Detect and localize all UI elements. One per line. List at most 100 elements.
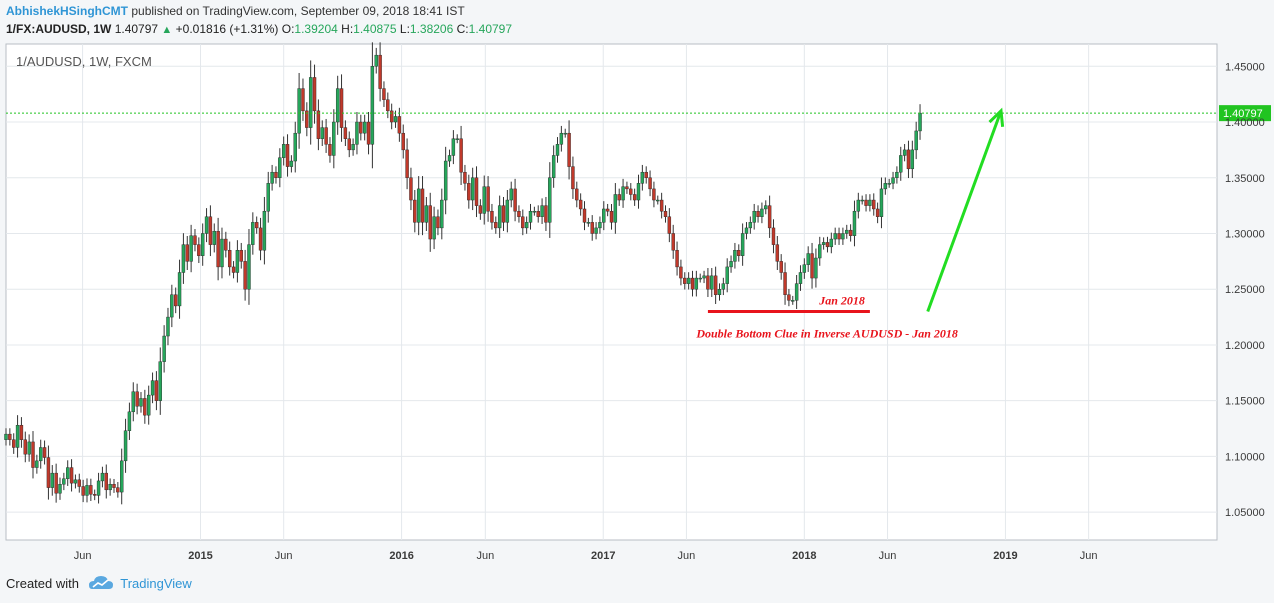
candle-body bbox=[663, 210, 668, 217]
candle-body bbox=[517, 210, 521, 217]
candle-body bbox=[659, 199, 664, 212]
candle-body bbox=[648, 177, 652, 190]
candle-body bbox=[73, 479, 78, 484]
candle-body bbox=[270, 171, 274, 184]
candle-body bbox=[343, 127, 348, 139]
candle-body bbox=[910, 149, 915, 170]
y-tick-label: 1.25000 bbox=[1225, 284, 1265, 296]
candle-body bbox=[278, 157, 282, 178]
candle-body bbox=[243, 261, 247, 290]
candle-body bbox=[440, 199, 444, 229]
candle-body bbox=[501, 205, 506, 223]
candle-body bbox=[370, 66, 375, 145]
candle-body bbox=[794, 283, 799, 301]
chart-frame[interactable]: 1.40797 Jan 2018 Double Bottom Clue in Inv… bbox=[0, 40, 1274, 572]
tradingview-brand-link[interactable]: TradingView bbox=[120, 576, 192, 591]
candle-body bbox=[200, 233, 205, 256]
candlestick-chart[interactable]: 1.40797 Jan 2018 Double Bottom Clue in Inv… bbox=[0, 40, 1274, 572]
candle-body bbox=[837, 233, 841, 240]
candle-body bbox=[679, 266, 683, 279]
candle-body bbox=[509, 188, 513, 201]
candle-body bbox=[69, 467, 74, 484]
candle-body bbox=[347, 138, 351, 151]
candle-body bbox=[872, 199, 876, 210]
candle-body bbox=[170, 294, 174, 318]
candle-body bbox=[918, 112, 922, 132]
candle-body bbox=[478, 205, 483, 214]
candle-body bbox=[771, 227, 776, 245]
candle-body bbox=[285, 144, 290, 167]
candle-body bbox=[625, 186, 629, 190]
candle-body bbox=[613, 194, 618, 223]
last-price: 1.40797 bbox=[114, 22, 159, 36]
author-link[interactable]: AbhishekHSinghCMT bbox=[6, 4, 128, 18]
candle-body bbox=[162, 335, 166, 362]
candle-body bbox=[4, 433, 8, 440]
low-value: 1.38206 bbox=[409, 22, 454, 36]
candle-body bbox=[532, 210, 537, 213]
candle-body bbox=[409, 177, 413, 201]
candle-body bbox=[621, 186, 625, 201]
candle-body bbox=[536, 210, 540, 217]
candle-body bbox=[524, 222, 529, 229]
candle-body bbox=[355, 121, 359, 145]
last-price-tag bbox=[1219, 105, 1271, 122]
candle-body bbox=[586, 222, 591, 224]
candle-body bbox=[247, 244, 251, 290]
candle-body bbox=[224, 238, 228, 251]
candle-body bbox=[833, 233, 837, 240]
candle-body bbox=[490, 210, 494, 223]
candle-body bbox=[31, 441, 35, 468]
candle-body bbox=[220, 238, 224, 268]
candle-body bbox=[154, 380, 159, 401]
candle-body bbox=[332, 121, 336, 156]
candle-body bbox=[752, 210, 756, 223]
candle-body bbox=[12, 439, 16, 448]
candle-body bbox=[806, 253, 810, 265]
candle-body bbox=[602, 208, 606, 223]
candle-body bbox=[798, 272, 803, 284]
candle-body bbox=[397, 116, 402, 134]
x-tick-label: Jun bbox=[1080, 550, 1098, 562]
x-tick-label: Jun bbox=[74, 550, 92, 562]
candle-body bbox=[887, 183, 891, 185]
candle-body bbox=[694, 277, 699, 290]
candle-body bbox=[386, 99, 390, 112]
candle-body bbox=[378, 54, 382, 89]
candle-body bbox=[39, 447, 43, 462]
candle-body bbox=[81, 486, 85, 496]
candle-body bbox=[239, 250, 243, 262]
candle-body bbox=[424, 205, 429, 223]
x-tick-label: Jun bbox=[678, 550, 696, 562]
candle-body bbox=[281, 144, 286, 158]
y-tick-label: 1.15000 bbox=[1225, 396, 1265, 408]
candle-body bbox=[860, 199, 864, 202]
candle-body bbox=[721, 283, 726, 290]
candle-body bbox=[883, 183, 888, 190]
candle-body bbox=[42, 447, 47, 458]
tradingview-cloud-icon bbox=[88, 576, 113, 593]
candle-body bbox=[856, 199, 861, 212]
candle-body bbox=[108, 484, 112, 491]
candle-body bbox=[729, 261, 733, 268]
candle-body bbox=[605, 208, 610, 212]
candle-body bbox=[15, 424, 20, 448]
candle-body bbox=[494, 222, 498, 229]
candle-body bbox=[733, 250, 737, 262]
candle-body bbox=[879, 188, 884, 217]
y-tick-label: 1.20000 bbox=[1225, 340, 1265, 352]
candle-body bbox=[436, 216, 440, 229]
candle-body bbox=[787, 294, 791, 301]
candle-body bbox=[779, 261, 783, 273]
x-tick-label: Jun bbox=[879, 550, 897, 562]
candle-body bbox=[66, 467, 70, 479]
candle-body bbox=[93, 494, 97, 496]
candle-body bbox=[864, 199, 868, 206]
candle-body bbox=[23, 439, 27, 455]
candle-body bbox=[293, 132, 297, 162]
candle-body bbox=[443, 160, 448, 201]
candle-body bbox=[906, 149, 911, 170]
candle-body bbox=[578, 199, 583, 210]
candle-body bbox=[451, 138, 456, 156]
candle-body bbox=[463, 171, 467, 184]
